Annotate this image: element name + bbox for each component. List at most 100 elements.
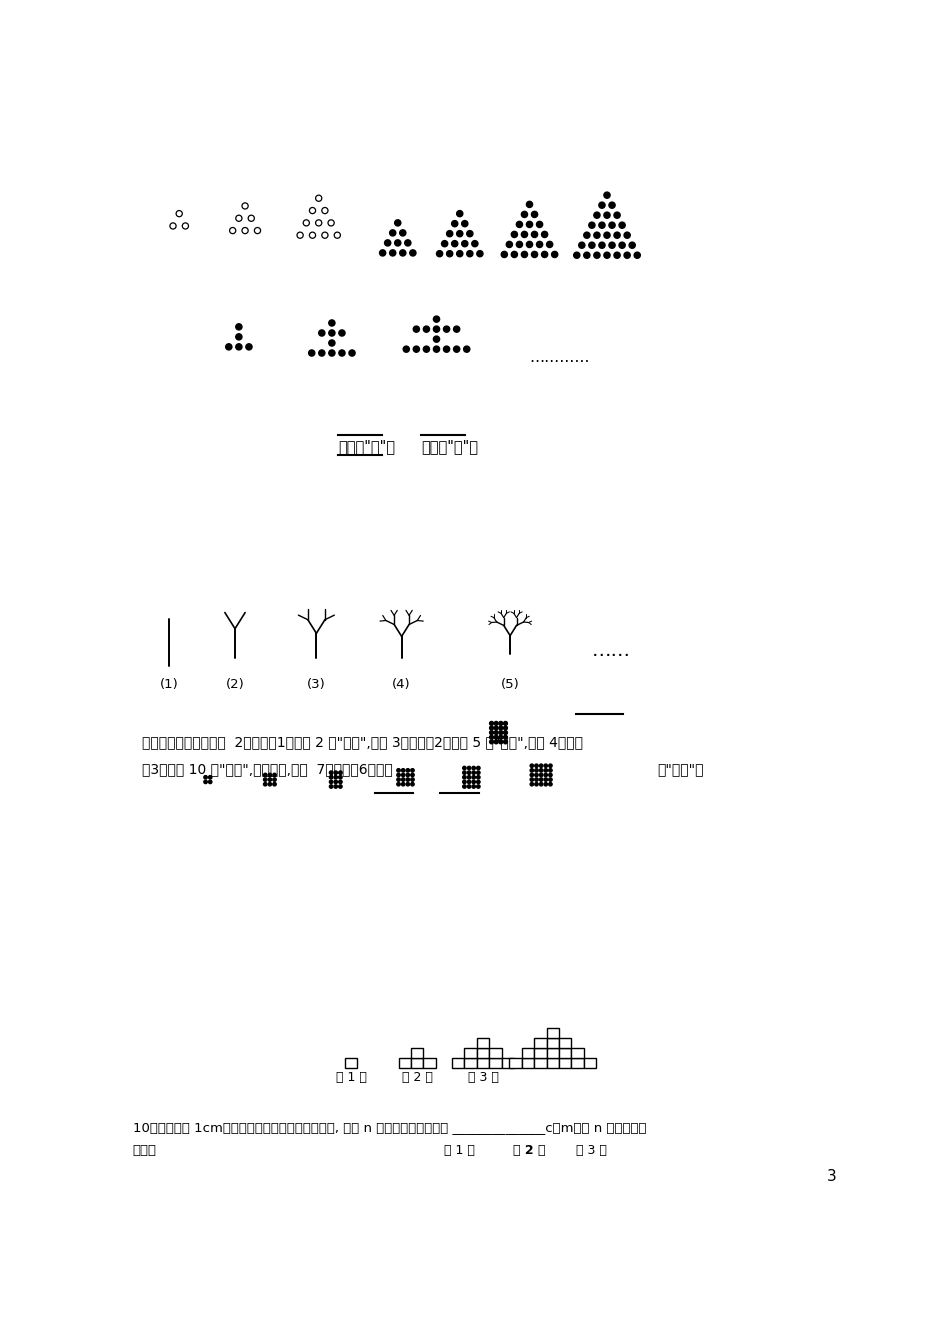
Circle shape: [462, 220, 468, 227]
Circle shape: [406, 778, 409, 781]
Circle shape: [540, 763, 542, 767]
Circle shape: [394, 220, 401, 226]
Circle shape: [489, 726, 493, 730]
Bar: [465, 1048, 477, 1058]
Bar: [424, 1058, 436, 1068]
Circle shape: [535, 763, 539, 767]
Text: 第 3 次: 第 3 次: [576, 1144, 607, 1157]
Text: （3）多出 10 个"树枝",照此规律,图（  7）比图（6）多出: （3）多出 10 个"树枝",照此规律,图（ 7）比图（6）多出: [142, 762, 392, 777]
Circle shape: [472, 766, 475, 770]
Circle shape: [522, 231, 527, 238]
Circle shape: [531, 251, 538, 258]
Circle shape: [579, 242, 585, 249]
Circle shape: [400, 250, 406, 255]
Circle shape: [400, 230, 406, 237]
Circle shape: [494, 741, 498, 743]
Text: (2): (2): [226, 679, 244, 691]
Circle shape: [339, 329, 345, 336]
Circle shape: [406, 782, 409, 786]
Bar: [477, 1048, 489, 1058]
Bar: [546, 1048, 559, 1058]
Circle shape: [589, 222, 595, 228]
Circle shape: [410, 782, 414, 786]
Circle shape: [511, 231, 518, 238]
Circle shape: [410, 773, 414, 777]
Circle shape: [273, 778, 276, 781]
Circle shape: [457, 231, 463, 237]
Circle shape: [424, 347, 429, 352]
Circle shape: [457, 250, 463, 257]
Circle shape: [467, 766, 471, 770]
Circle shape: [549, 773, 552, 777]
Circle shape: [477, 766, 480, 770]
Circle shape: [397, 782, 400, 786]
Circle shape: [604, 212, 610, 218]
Circle shape: [619, 242, 625, 249]
Circle shape: [263, 782, 267, 786]
Circle shape: [403, 347, 409, 352]
Circle shape: [268, 782, 272, 786]
Circle shape: [402, 782, 405, 786]
Circle shape: [544, 778, 547, 781]
Circle shape: [511, 251, 518, 258]
Circle shape: [544, 773, 547, 777]
Circle shape: [489, 735, 493, 739]
Circle shape: [489, 731, 493, 735]
Bar: [489, 1058, 502, 1068]
Circle shape: [526, 202, 533, 207]
Bar: [534, 1048, 546, 1058]
Circle shape: [263, 778, 267, 781]
Circle shape: [236, 344, 242, 349]
Circle shape: [535, 769, 539, 771]
Circle shape: [499, 731, 503, 735]
Circle shape: [462, 241, 468, 247]
Circle shape: [477, 771, 480, 774]
Circle shape: [472, 775, 475, 780]
Circle shape: [472, 781, 475, 784]
Circle shape: [604, 192, 610, 199]
Circle shape: [598, 202, 605, 208]
Circle shape: [402, 778, 405, 781]
Text: 第 1 次: 第 1 次: [335, 1071, 367, 1085]
Circle shape: [466, 231, 473, 237]
Circle shape: [598, 222, 605, 228]
Circle shape: [406, 769, 409, 771]
Circle shape: [522, 211, 527, 218]
Circle shape: [629, 242, 636, 249]
Circle shape: [406, 773, 409, 777]
Bar: [465, 1058, 477, 1068]
Circle shape: [334, 771, 337, 774]
Circle shape: [273, 782, 276, 786]
Circle shape: [339, 781, 342, 784]
Circle shape: [594, 253, 600, 258]
Circle shape: [208, 775, 212, 780]
Circle shape: [609, 222, 616, 228]
Bar: [411, 1058, 424, 1068]
Circle shape: [614, 233, 620, 238]
Circle shape: [330, 775, 332, 780]
Bar: [502, 1058, 514, 1068]
Bar: [583, 1058, 597, 1068]
Circle shape: [226, 344, 232, 349]
Circle shape: [436, 250, 443, 257]
Circle shape: [540, 773, 542, 777]
Text: 第 1 次: 第 1 次: [445, 1144, 475, 1157]
Circle shape: [467, 771, 471, 774]
Circle shape: [446, 231, 453, 237]
Bar: [559, 1039, 571, 1048]
Circle shape: [614, 212, 620, 218]
Circle shape: [330, 771, 332, 774]
Circle shape: [635, 253, 640, 258]
Circle shape: [413, 347, 420, 352]
Text: 第 3 次: 第 3 次: [467, 1071, 499, 1085]
Circle shape: [268, 773, 272, 777]
Circle shape: [318, 349, 325, 356]
Circle shape: [526, 242, 533, 247]
Bar: [571, 1058, 583, 1068]
Bar: [489, 1048, 502, 1058]
Text: 个"树枝"。: 个"树枝"。: [657, 762, 704, 777]
Bar: [522, 1058, 534, 1068]
Circle shape: [204, 775, 207, 780]
Circle shape: [390, 230, 396, 237]
Circle shape: [574, 253, 580, 258]
